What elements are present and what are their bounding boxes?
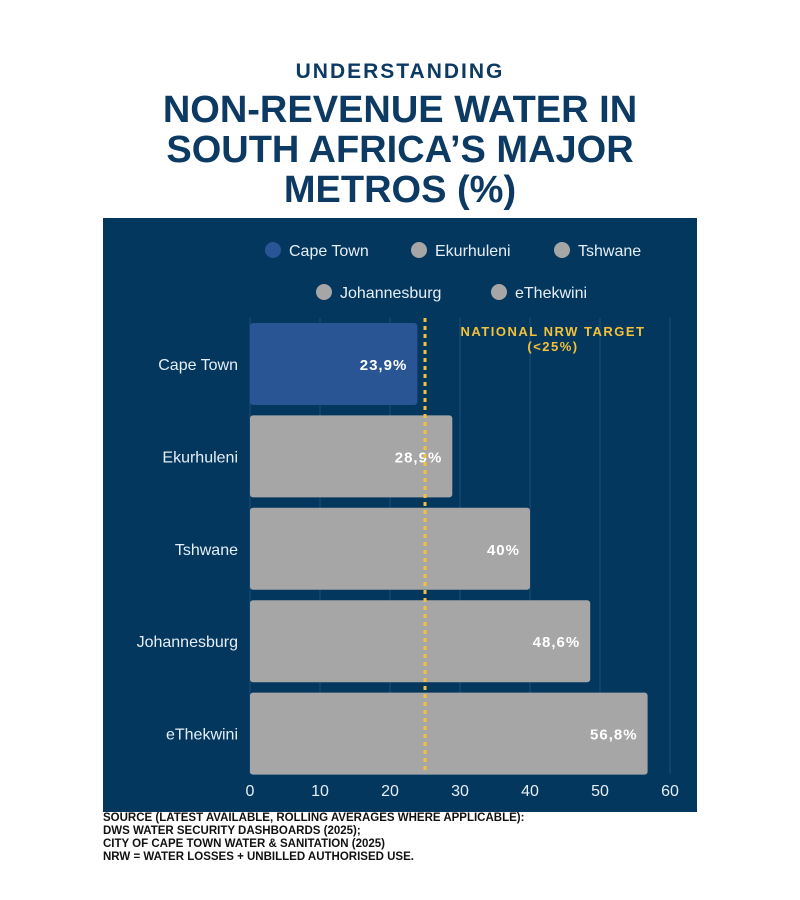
- category-label-4: eThekwini: [166, 727, 238, 744]
- category-label-2: Tshwane: [175, 542, 238, 559]
- source-line-3: CITY OF CAPE TOWN WATER & SANITATION (20…: [103, 838, 385, 850]
- title-line-1: NON-REVENUE WATER IN: [162, 89, 638, 131]
- chart-panel: Cape Town 23,9% Ekurhuleni 28,9% Tshwane 40% J…: [103, 218, 697, 812]
- kicker-text: UNDERSTANDING: [295, 60, 505, 83]
- bar-chart: Cape Town 23,9% Ekurhuleni 28,9% Tshwane 40% J…: [137, 242, 679, 800]
- legend-label-2: Tshwane: [578, 243, 641, 260]
- source-line-2: DWS WATER SECURITY DASHBOARDS (2025);: [103, 825, 361, 837]
- source-note: SOURCE (LATEST AVAILABLE, ROLLING AVERAG…: [103, 812, 703, 864]
- x-tick-label-6: 60: [661, 783, 679, 800]
- value-label-1: 28,9%: [395, 449, 443, 466]
- value-label-0: 23,9%: [360, 357, 408, 374]
- title-line-2: SOUTH AFRICA’S MAJOR: [166, 129, 634, 171]
- value-label-3: 48,6%: [533, 634, 581, 651]
- legend-label-0: Cape Town: [289, 243, 369, 260]
- legend-marker-1: [411, 242, 427, 258]
- legend-marker-4: [491, 284, 507, 300]
- bar-3: [250, 600, 591, 683]
- x-tick-label-5: 50: [591, 783, 609, 800]
- bar-0: [250, 323, 418, 405]
- category-label-0: Cape Town: [158, 357, 238, 374]
- source-line-4: NRW = WATER LOSSES + UNBILLED AUTHORISED…: [103, 851, 414, 863]
- target-label-line-2: (<25%): [527, 339, 578, 354]
- bar-2: [250, 507, 530, 590]
- target-label-line-1: NATIONAL NRW TARGET: [461, 324, 646, 339]
- legend-label-3: Johannesburg: [340, 285, 441, 302]
- x-tick-label-2: 20: [381, 783, 399, 800]
- legend-label-1: Ekurhuleni: [435, 243, 511, 260]
- legend-marker-0: [265, 242, 281, 258]
- x-tick-label-0: 0: [246, 783, 255, 800]
- category-label-1: Ekurhuleni: [162, 449, 238, 466]
- value-label-2: 40%: [487, 542, 520, 559]
- legend-marker-2: [554, 242, 570, 258]
- x-tick-label-4: 40: [521, 783, 539, 800]
- category-label-3: Johannesburg: [137, 634, 238, 651]
- x-tick-label-3: 30: [451, 783, 469, 800]
- bar-4: [250, 692, 648, 775]
- value-label-4: 56,8%: [590, 727, 638, 744]
- bar-1: [250, 415, 453, 498]
- legend-marker-3: [316, 284, 332, 300]
- source-line-1: SOURCE (LATEST AVAILABLE, ROLLING AVERAG…: [103, 812, 525, 824]
- title-line-3: METROS (%): [283, 169, 517, 211]
- page-title: NON-REVENUE WATER IN SOUTH AFRICA’S MAJO…: [0, 90, 800, 210]
- legend-label-4: eThekwini: [515, 285, 587, 302]
- x-tick-label-1: 10: [311, 783, 329, 800]
